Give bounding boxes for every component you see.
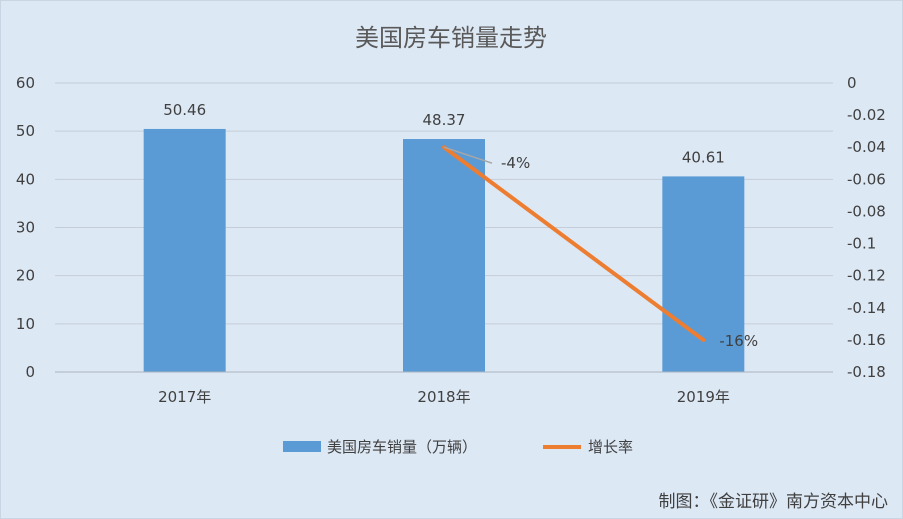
left-axis-tick-label: 30 [16, 219, 35, 237]
left-axis-tick-label: 50 [16, 122, 35, 140]
chart-title: 美国房车销量走势 [355, 24, 547, 52]
left-axis-tick-label: 60 [16, 74, 35, 92]
legend-swatch-bar [283, 441, 321, 452]
bar-data-label: 40.61 [682, 148, 725, 166]
right-axis-tick-label: 0 [847, 74, 857, 92]
right-axis-tick-label: -0.04 [847, 138, 886, 156]
right-axis-tick-label: -0.14 [847, 299, 886, 317]
right-axis-tick-label: -0.06 [847, 170, 886, 188]
x-axis-tick-label: 2018年 [417, 388, 470, 406]
legend-label-line: 增长率 [588, 438, 633, 456]
right-axis-tick-label: -0.18 [847, 363, 886, 381]
x-axis-tick-label: 2017年 [158, 388, 211, 406]
right-axis-tick-label: -0.02 [847, 106, 886, 124]
left-axis-tick-label: 0 [25, 363, 35, 381]
bar [403, 139, 485, 372]
legend-label-bar: 美国房车销量（万辆） [327, 438, 477, 456]
bar-data-label: 48.37 [423, 111, 466, 129]
bar-data-label: 50.46 [163, 101, 206, 119]
right-axis-tick-label: -0.08 [847, 202, 886, 220]
x-axis-tick-label: 2019年 [677, 388, 730, 406]
right-axis-tick-label: -0.1 [847, 235, 876, 253]
line-series: -4% -16% [442, 145, 758, 350]
line-label-leader [443, 146, 493, 164]
line-data-label: -4% [501, 154, 530, 172]
right-axis-tick-label: -0.16 [847, 331, 886, 349]
legend: 美国房车销量（万辆） 增长率 [283, 438, 633, 456]
right-axis-tick-label: -0.12 [847, 267, 886, 285]
right-axis: 0 -0.02 -0.04 -0.06 -0.08 -0.1 -0.12 -0.14 -0.16… [847, 74, 886, 381]
left-axis-tick-label: 10 [16, 315, 35, 333]
bar [143, 128, 226, 372]
growth-line [442, 145, 706, 342]
left-axis-tick-label: 40 [16, 170, 35, 188]
x-axis: 2017年 2018年 2019年 [55, 371, 833, 406]
chart-credit: 制图：《金证研》南方资本中心 [659, 492, 889, 512]
left-axis-tick-label: 20 [16, 267, 35, 285]
left-axis: 0 10 20 30 40 50 60 [16, 74, 35, 381]
line-data-label: -16% [719, 332, 758, 350]
bar-series: 50.46 48.37 40.61 [143, 101, 745, 372]
